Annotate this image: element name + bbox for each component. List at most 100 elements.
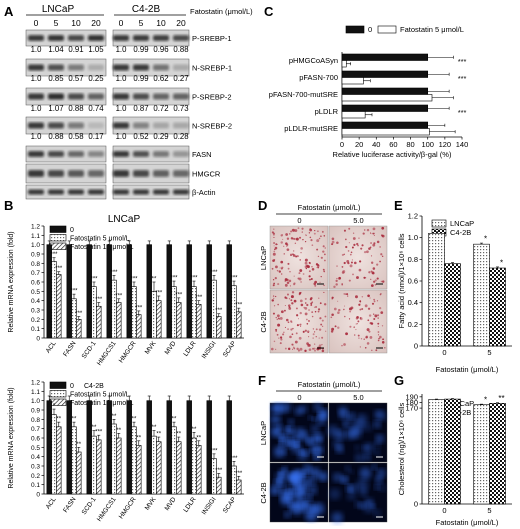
- category-label: SCAP: [222, 496, 238, 515]
- stain-dot: [373, 317, 376, 321]
- significance-mark: ***: [458, 57, 467, 66]
- stain-dot: [286, 293, 290, 296]
- bar-0: [146, 244, 152, 339]
- blot-quant-value: 0.85: [48, 74, 64, 83]
- stain-blob: [340, 474, 349, 483]
- stain-blob: [270, 485, 280, 496]
- blot-quant-value: 1.05: [88, 45, 104, 54]
- blot-band: [28, 64, 44, 71]
- blot-band: [153, 189, 169, 195]
- stain-dot: [313, 306, 316, 308]
- legend-swatch: [345, 25, 365, 34]
- stain-blob: [286, 438, 294, 446]
- significance-mark: ***: [458, 108, 467, 117]
- blot-band: [153, 35, 169, 41]
- stain-dot: [343, 343, 346, 346]
- stain-dot: [284, 296, 287, 299]
- stain-dot: [279, 342, 282, 345]
- bar-fatostatin: [341, 60, 347, 68]
- category-label: SCD-1: [81, 496, 98, 516]
- stain-dot: [318, 328, 322, 331]
- stain-dot: [351, 259, 353, 261]
- y-tick-label: 0.2: [408, 320, 418, 329]
- x-tick-label: 0: [340, 140, 344, 149]
- stain-dot: [363, 250, 367, 254]
- bar-0: [106, 244, 112, 339]
- stain-dot: [319, 317, 322, 320]
- bar-fatostatin-10-mol-l: [176, 302, 182, 339]
- stain-blob: [280, 490, 292, 502]
- stain-dot: [292, 327, 294, 330]
- stain-blob: [310, 505, 318, 512]
- stain-dot: [375, 349, 378, 352]
- stain-dot: [305, 318, 308, 321]
- stain-dot: [299, 299, 303, 303]
- stain-dot: [324, 315, 327, 318]
- blot-dose-lncap: 5: [54, 18, 59, 28]
- stain-dot: [289, 320, 293, 323]
- blot-band: [113, 64, 129, 71]
- stain-dot: [304, 349, 307, 353]
- bar-fatostatin-10-mol-l: [96, 305, 102, 339]
- stain-blob: [345, 428, 357, 440]
- stain-dot: [273, 297, 275, 299]
- stain-dot: [370, 261, 374, 264]
- stain-dot: [291, 291, 295, 294]
- stain-dot: [321, 319, 324, 322]
- stain-dot: [352, 232, 355, 234]
- stain-dot: [364, 304, 368, 308]
- stain-dot: [373, 313, 375, 315]
- stain-dot: [318, 344, 322, 347]
- stain-dot: [275, 265, 278, 269]
- significance-mark: **: [116, 428, 121, 434]
- stain-blob: [316, 437, 323, 443]
- legend-swatch: [49, 390, 67, 398]
- stain-dot: [273, 236, 275, 239]
- bar-fatostatin-10-mol-l: [216, 316, 222, 339]
- stain-dot: [372, 267, 376, 270]
- stain-blob: [313, 454, 319, 460]
- stain-dot: [322, 268, 325, 271]
- category-label: MVD: [164, 496, 178, 512]
- stain-blob: [271, 425, 283, 438]
- stain-dot: [343, 293, 346, 295]
- stain-dot: [278, 337, 280, 339]
- stain-dot: [275, 316, 277, 319]
- stain-blob: [310, 448, 315, 453]
- stain-dot: [273, 250, 276, 253]
- y-tick-label: 0.2: [31, 317, 40, 324]
- stain-dot: [304, 240, 307, 243]
- stain-dot: [274, 276, 277, 280]
- stain-dot: [343, 229, 346, 232]
- stain-blob: [297, 449, 308, 461]
- stain-dot: [313, 282, 317, 286]
- legend-label: LNCaP: [450, 399, 474, 408]
- significance-mark: ***: [115, 293, 123, 299]
- legend-label: 0: [368, 25, 372, 34]
- stain-dot: [357, 334, 360, 337]
- stain-dot: [323, 253, 326, 256]
- bar-control: [341, 70, 429, 78]
- stain-dot: [369, 297, 371, 299]
- stain-dot: [280, 260, 284, 264]
- stain-dot: [316, 267, 318, 269]
- bar-fatostatin-10-mol-l: [76, 319, 82, 339]
- x-axis-label: Relative luciferase activity/β-gal (%): [333, 150, 452, 159]
- y-axis-label: Relative mRNA expression (fold): [8, 387, 15, 488]
- stain-dot: [307, 265, 310, 269]
- bar-lncap: [428, 399, 445, 505]
- stain-dot: [369, 336, 373, 339]
- stain-dot: [373, 280, 376, 283]
- stain-dot: [343, 253, 345, 256]
- stain-dot: [300, 247, 303, 250]
- bar-fatostatin-10-mol-l: [196, 445, 202, 495]
- filipin-micrographs: Fatostatin (μmol/L) 0 5.0 LNCaP C4-2B: [259, 380, 388, 524]
- blot-protein-label: β-Actin: [192, 188, 216, 197]
- significance-mark: ***: [75, 311, 83, 317]
- micrograph-image: [327, 402, 388, 463]
- stain-dot: [373, 242, 376, 245]
- stain-blob: [371, 464, 377, 470]
- stain-dot: [286, 281, 290, 284]
- blot-quant-value: 0.99: [133, 45, 148, 54]
- significance-mark: ***: [235, 303, 243, 309]
